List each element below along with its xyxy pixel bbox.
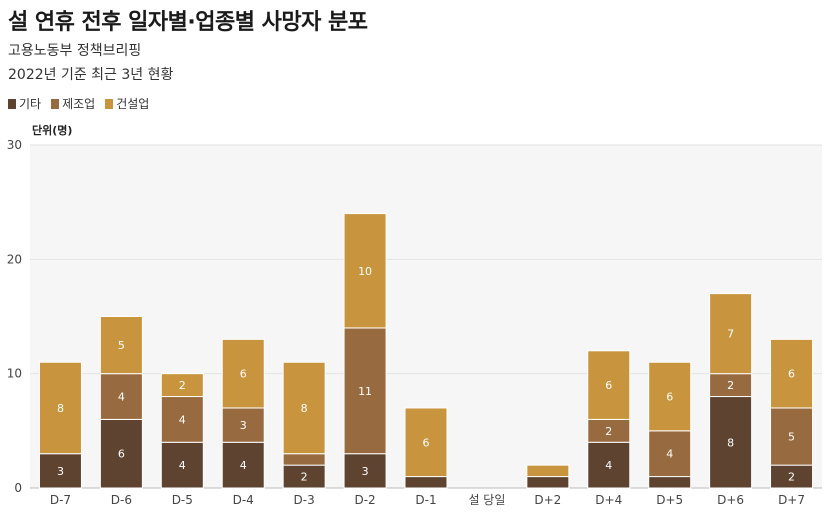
bar-segment <box>343 453 387 489</box>
bar-data-label: 4 <box>179 413 186 426</box>
bar-segment <box>38 361 82 455</box>
x-tick-label: D-2 <box>354 493 375 507</box>
legend-label-other: 기타 <box>19 97 42 111</box>
x-tick-label: D-4 <box>233 493 254 507</box>
bar-segment <box>587 441 631 489</box>
legend-item-manufacturing: 제조업 <box>51 95 95 112</box>
x-tick-label: D-5 <box>172 493 193 507</box>
bar-data-label: 5 <box>118 339 125 352</box>
bar-data-label: 11 <box>358 385 372 398</box>
x-tick-label: D+5 <box>656 493 683 507</box>
y-tick-label: 0 <box>14 481 22 495</box>
bar-data-label: 8 <box>727 436 734 449</box>
bar-data-label: 6 <box>240 368 247 381</box>
bar-data-label: 6 <box>605 379 612 392</box>
bar-segment <box>282 453 326 466</box>
x-tick-label: D+7 <box>778 493 805 507</box>
bar-data-label: 3 <box>240 419 247 432</box>
bar-data-label: 3 <box>57 465 64 478</box>
bar-segment <box>648 361 692 432</box>
y-tick-label: 20 <box>7 252 22 266</box>
bar-segment <box>648 430 692 478</box>
legend-label-construction: 건설업 <box>116 97 150 111</box>
bar-data-label: 4 <box>666 448 673 461</box>
bar-segment <box>404 476 448 489</box>
bar-data-label: 6 <box>118 448 125 461</box>
bar-segment <box>709 293 753 375</box>
x-tick-label: D+4 <box>595 493 622 507</box>
bar-data-label: 2 <box>301 471 308 484</box>
bar-segment <box>343 213 387 329</box>
bar-data-label: 6 <box>788 368 795 381</box>
bar-segment <box>526 464 570 478</box>
legend-swatch-other <box>8 98 16 109</box>
bar-segment <box>221 338 265 409</box>
bar-segment <box>99 316 143 375</box>
bar-data-label: 10 <box>358 265 372 278</box>
bar-data-label: 8 <box>301 402 308 415</box>
x-tick-label: D-6 <box>111 493 132 507</box>
bar-segment <box>526 476 570 489</box>
legend-swatch-construction <box>105 98 114 109</box>
bar-data-label: 3 <box>362 465 369 478</box>
bar-segment <box>770 407 814 466</box>
bar-data-label: 6 <box>666 391 673 404</box>
x-tick-label: D+6 <box>717 493 744 507</box>
legend: 기타 제조업 건설업 <box>8 95 149 112</box>
bar-data-label: 4 <box>240 459 247 472</box>
chart-subtitle: 고용노동부 정책브리핑 <box>8 43 142 59</box>
bar-segment <box>770 338 814 409</box>
x-tick-label: D-3 <box>294 493 315 507</box>
x-tick-label: D+2 <box>534 493 561 507</box>
bar-segment <box>160 396 204 443</box>
bar-data-label: 7 <box>727 328 734 341</box>
chart-title: 설 연휴 전후 일자별·업종별 사망자 분포 <box>8 10 368 35</box>
chart-subtitle-period: 2022년 기준 최근 3년 현황 <box>8 67 174 83</box>
bar-segment <box>160 373 204 398</box>
bar-segment <box>709 396 753 489</box>
bar-segment <box>343 327 387 455</box>
bar-segment <box>648 476 692 489</box>
bar-data-label: 2 <box>179 379 186 392</box>
legend-swatch-manufacturing <box>51 98 60 109</box>
x-tick-label: D-1 <box>415 493 436 507</box>
bar-data-label: 4 <box>605 459 612 472</box>
bar-data-label: 2 <box>605 425 612 438</box>
bar-data-label: 4 <box>179 459 186 472</box>
bar-segment <box>587 350 631 420</box>
bar-segment <box>282 361 326 455</box>
bar-data-label: 2 <box>788 471 795 484</box>
bar-data-label: 8 <box>57 402 64 415</box>
bar-data-label: 2 <box>727 379 734 392</box>
y-axis-unit-label: 단위(명) <box>32 124 73 137</box>
bar-segment <box>404 407 448 478</box>
bar-data-label: 6 <box>423 436 430 449</box>
legend-label-manufacturing: 제조업 <box>62 97 96 111</box>
bar-data-label: 4 <box>118 391 125 404</box>
y-tick-label: 30 <box>7 138 22 152</box>
bar-segment <box>221 407 265 443</box>
bar-segment <box>221 441 265 489</box>
x-tick-label: D-7 <box>50 493 71 507</box>
bar-data-label: 5 <box>788 431 795 444</box>
legend-item-construction: 건설업 <box>105 95 149 112</box>
legend-item-other: 기타 <box>8 95 41 112</box>
bar-segment <box>160 441 204 489</box>
y-tick-label: 10 <box>7 367 22 381</box>
x-tick-label: 설 당일 <box>468 493 505 507</box>
